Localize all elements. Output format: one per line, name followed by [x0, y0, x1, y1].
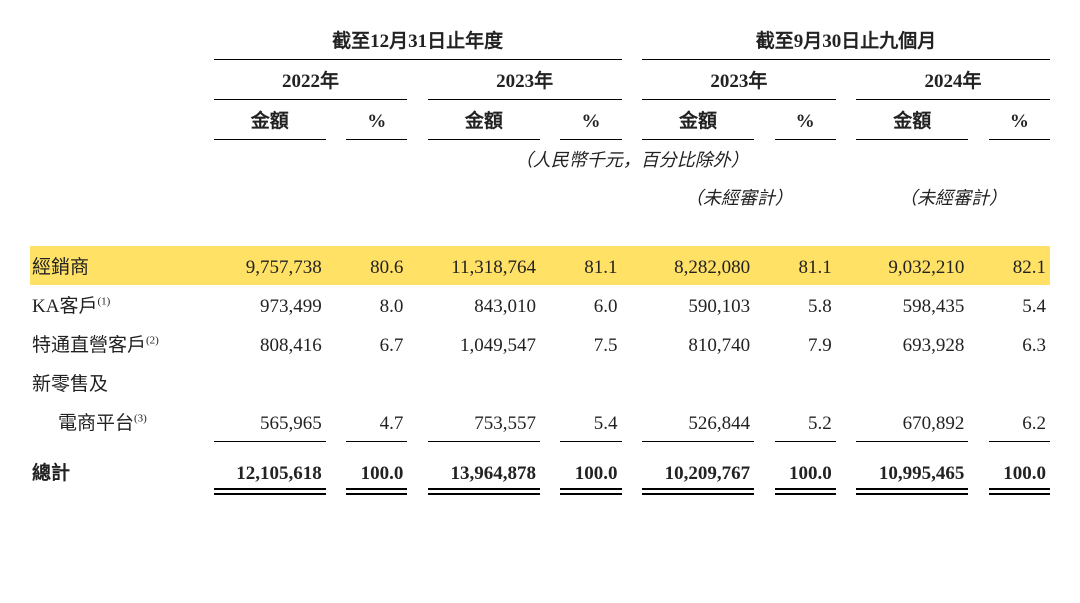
row-label: 經銷商 [30, 246, 193, 285]
year-header-row: 2022年 2023年 2023年 2024年 [30, 60, 1050, 100]
cell-amount: 13,964,878 [428, 452, 540, 491]
cell-pct: 81.1 [775, 246, 836, 285]
cell-pct: 100.0 [989, 452, 1050, 491]
cell-pct: 5.4 [560, 402, 621, 441]
pct-header: % [560, 100, 621, 140]
row-label: 特通直營客戶(2) [30, 324, 193, 363]
row-newretail-b: 電商平台(3) 565,965 4.7 753,557 5.4 526,844 … [30, 402, 1050, 441]
cell-pct: 4.7 [346, 402, 407, 441]
cell-pct: 100.0 [775, 452, 836, 491]
cell-amount: 11,318,764 [428, 246, 540, 285]
cell-amount: 9,032,210 [856, 246, 968, 285]
row-special: 特通直營客戶(2) 808,416 6.7 1,049,547 7.5 810,… [30, 324, 1050, 363]
cell-pct: 5.4 [989, 285, 1050, 324]
period-year-header: 截至12月31日止年度 [214, 20, 622, 60]
cell-amount: 10,209,767 [642, 452, 754, 491]
cell-pct: 7.5 [560, 324, 621, 363]
pct-header: % [775, 100, 836, 140]
cell-pct: 80.6 [346, 246, 407, 285]
label-text: 電商平台 [58, 413, 134, 434]
cell-amount: 973,499 [214, 285, 326, 324]
cell-amount: 808,416 [214, 324, 326, 363]
footnote-ref: (3) [134, 413, 147, 425]
cell-amount: 590,103 [642, 285, 754, 324]
cell-pct: 6.2 [989, 402, 1050, 441]
col-2024: 2024年 [856, 60, 1050, 100]
unaudited-note: （未經審計） [642, 178, 836, 216]
label-text: 特通直營客戶 [32, 335, 146, 356]
cell-pct: 81.1 [560, 246, 621, 285]
col-2022: 2022年 [214, 60, 408, 100]
cell-amount: 753,557 [428, 402, 540, 441]
period-nine-header: 截至9月30日止九個月 [642, 20, 1050, 60]
row-label: 新零售及 [30, 363, 193, 402]
cell-pct: 6.7 [346, 324, 407, 363]
financial-table: 截至12月31日止年度 截至9月30日止九個月 2022年 2023年 2023… [30, 20, 1050, 491]
cell-amount: 1,049,547 [428, 324, 540, 363]
cell-amount: 693,928 [856, 324, 968, 363]
unaudited-row: （未經審計） （未經審計） [30, 178, 1050, 216]
row-newretail-a: 新零售及 [30, 363, 1050, 402]
cell-amount: 526,844 [642, 402, 754, 441]
unit-note-row: （人民幣千元，百分比除外） [30, 140, 1050, 179]
row-total: 總計 12,105,618 100.0 13,964,878 100.0 10,… [30, 452, 1050, 491]
cell-amount: 598,435 [856, 285, 968, 324]
amount-header: 金額 [214, 100, 326, 140]
footnote-ref: (2) [146, 335, 159, 347]
sub-header-row: 金額 % 金額 % 金額 % 金額 % [30, 100, 1050, 140]
col-2023b: 2023年 [642, 60, 836, 100]
amount-header: 金額 [642, 100, 754, 140]
cell-pct: 100.0 [346, 452, 407, 491]
cell-amount: 9,757,738 [214, 246, 326, 285]
row-ka: KA客戶(1) 973,499 8.0 843,010 6.0 590,103 … [30, 285, 1050, 324]
footnote-ref: (1) [97, 296, 110, 308]
cell-pct: 7.9 [775, 324, 836, 363]
row-label: 電商平台(3) [30, 402, 193, 441]
amount-header: 金額 [856, 100, 968, 140]
cell-amount: 810,740 [642, 324, 754, 363]
period-header-row: 截至12月31日止年度 截至9月30日止九個月 [30, 20, 1050, 60]
row-label: KA客戶(1) [30, 285, 193, 324]
cell-amount: 8,282,080 [642, 246, 754, 285]
cell-pct: 6.3 [989, 324, 1050, 363]
cell-pct: 8.0 [346, 285, 407, 324]
cell-amount: 565,965 [214, 402, 326, 441]
cell-amount: 12,105,618 [214, 452, 326, 491]
cell-pct: 100.0 [560, 452, 621, 491]
row-distributor: 經銷商 9,757,738 80.6 11,318,764 81.1 8,282… [30, 246, 1050, 285]
cell-pct: 82.1 [989, 246, 1050, 285]
cell-pct: 5.8 [775, 285, 836, 324]
cell-pct: 6.0 [560, 285, 621, 324]
unit-note: （人民幣千元，百分比除外） [214, 140, 1050, 179]
cell-amount: 670,892 [856, 402, 968, 441]
cell-amount: 843,010 [428, 285, 540, 324]
cell-amount: 10,995,465 [856, 452, 968, 491]
amount-header: 金額 [428, 100, 540, 140]
unaudited-note: （未經審計） [856, 178, 1050, 216]
cell-pct: 5.2 [775, 402, 836, 441]
col-2023a: 2023年 [428, 60, 622, 100]
pct-header: % [989, 100, 1050, 140]
label-text: KA客戶 [32, 296, 97, 317]
row-label: 總計 [30, 452, 193, 491]
pct-header: % [346, 100, 407, 140]
